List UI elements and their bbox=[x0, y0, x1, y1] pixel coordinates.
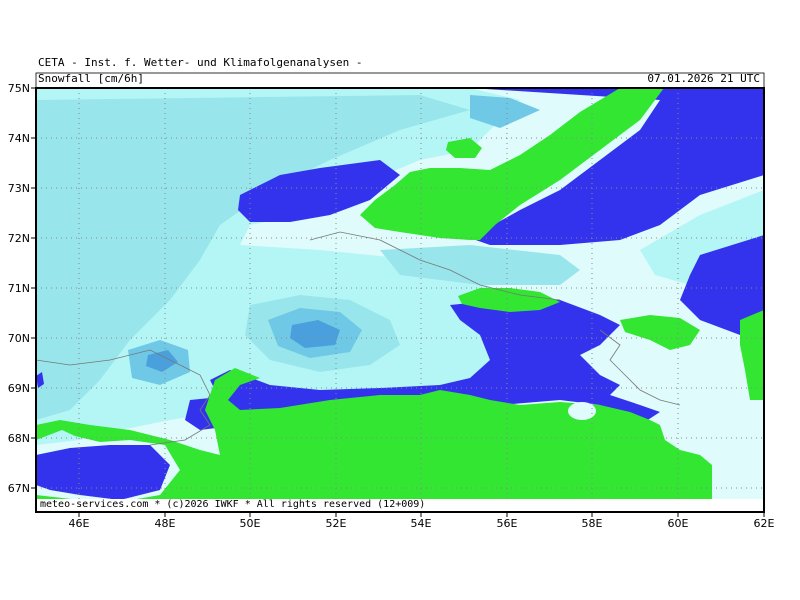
sea-west bbox=[36, 445, 170, 500]
land-island-north bbox=[446, 138, 482, 158]
institute-title: CETA - Inst. f. Wetter- und Klimafolgena… bbox=[38, 56, 363, 69]
lon-label: 48E bbox=[155, 517, 176, 530]
coastline-north bbox=[309, 231, 561, 301]
snowfall-medium-west bbox=[36, 95, 470, 420]
lon-label: 62E bbox=[754, 517, 775, 530]
coastline-kola bbox=[36, 349, 211, 446]
lat-label: 75N bbox=[8, 82, 30, 95]
header-frame bbox=[35, 72, 765, 89]
land-novaya-zemlya bbox=[360, 88, 664, 240]
lat-label: 67N bbox=[8, 482, 30, 495]
lon-label: 60E bbox=[668, 517, 689, 530]
lon-label: 46E bbox=[69, 517, 90, 530]
lat-label: 68N bbox=[8, 432, 30, 445]
footer-credit: meteo-services.com * (c)2026 IWKF * All … bbox=[40, 499, 426, 510]
sea-north-east bbox=[470, 88, 764, 245]
sea-pechora bbox=[210, 300, 660, 425]
footer-strip bbox=[36, 499, 764, 511]
land-kolguev bbox=[458, 288, 560, 312]
lon-label: 54E bbox=[411, 517, 432, 530]
snowfall-heaviest-center bbox=[290, 320, 340, 348]
lat-label: 70N bbox=[8, 332, 30, 345]
map-frame bbox=[35, 87, 765, 513]
land-vaygach bbox=[620, 315, 700, 350]
parameter-label: Snowfall [cm/6h] bbox=[38, 72, 144, 85]
lat-label: 69N bbox=[8, 382, 30, 395]
graticule bbox=[36, 88, 764, 512]
snowfall-heaviest-west bbox=[146, 350, 178, 372]
lat-label: 74N bbox=[8, 132, 30, 145]
land-yamal-east bbox=[740, 310, 764, 400]
coastline-east bbox=[599, 329, 681, 406]
lon-label: 56E bbox=[497, 517, 518, 530]
lat-label: 72N bbox=[8, 232, 30, 245]
lon-label: 50E bbox=[240, 517, 261, 530]
tick-marks bbox=[31, 87, 765, 517]
snowfall-heavy-north bbox=[470, 95, 540, 128]
lat-label: 73N bbox=[8, 182, 30, 195]
sea-west-small bbox=[36, 372, 44, 388]
lon-label: 58E bbox=[582, 517, 603, 530]
valid-time-label: 07.01.2026 21 UTC bbox=[647, 72, 760, 85]
snowfall-medium-strip bbox=[380, 245, 580, 285]
lon-label: 52E bbox=[326, 517, 347, 530]
sea-north-west bbox=[238, 160, 400, 222]
lat-label: 71N bbox=[8, 282, 30, 295]
lake-south bbox=[568, 402, 596, 420]
land-mainland-south bbox=[36, 368, 712, 512]
